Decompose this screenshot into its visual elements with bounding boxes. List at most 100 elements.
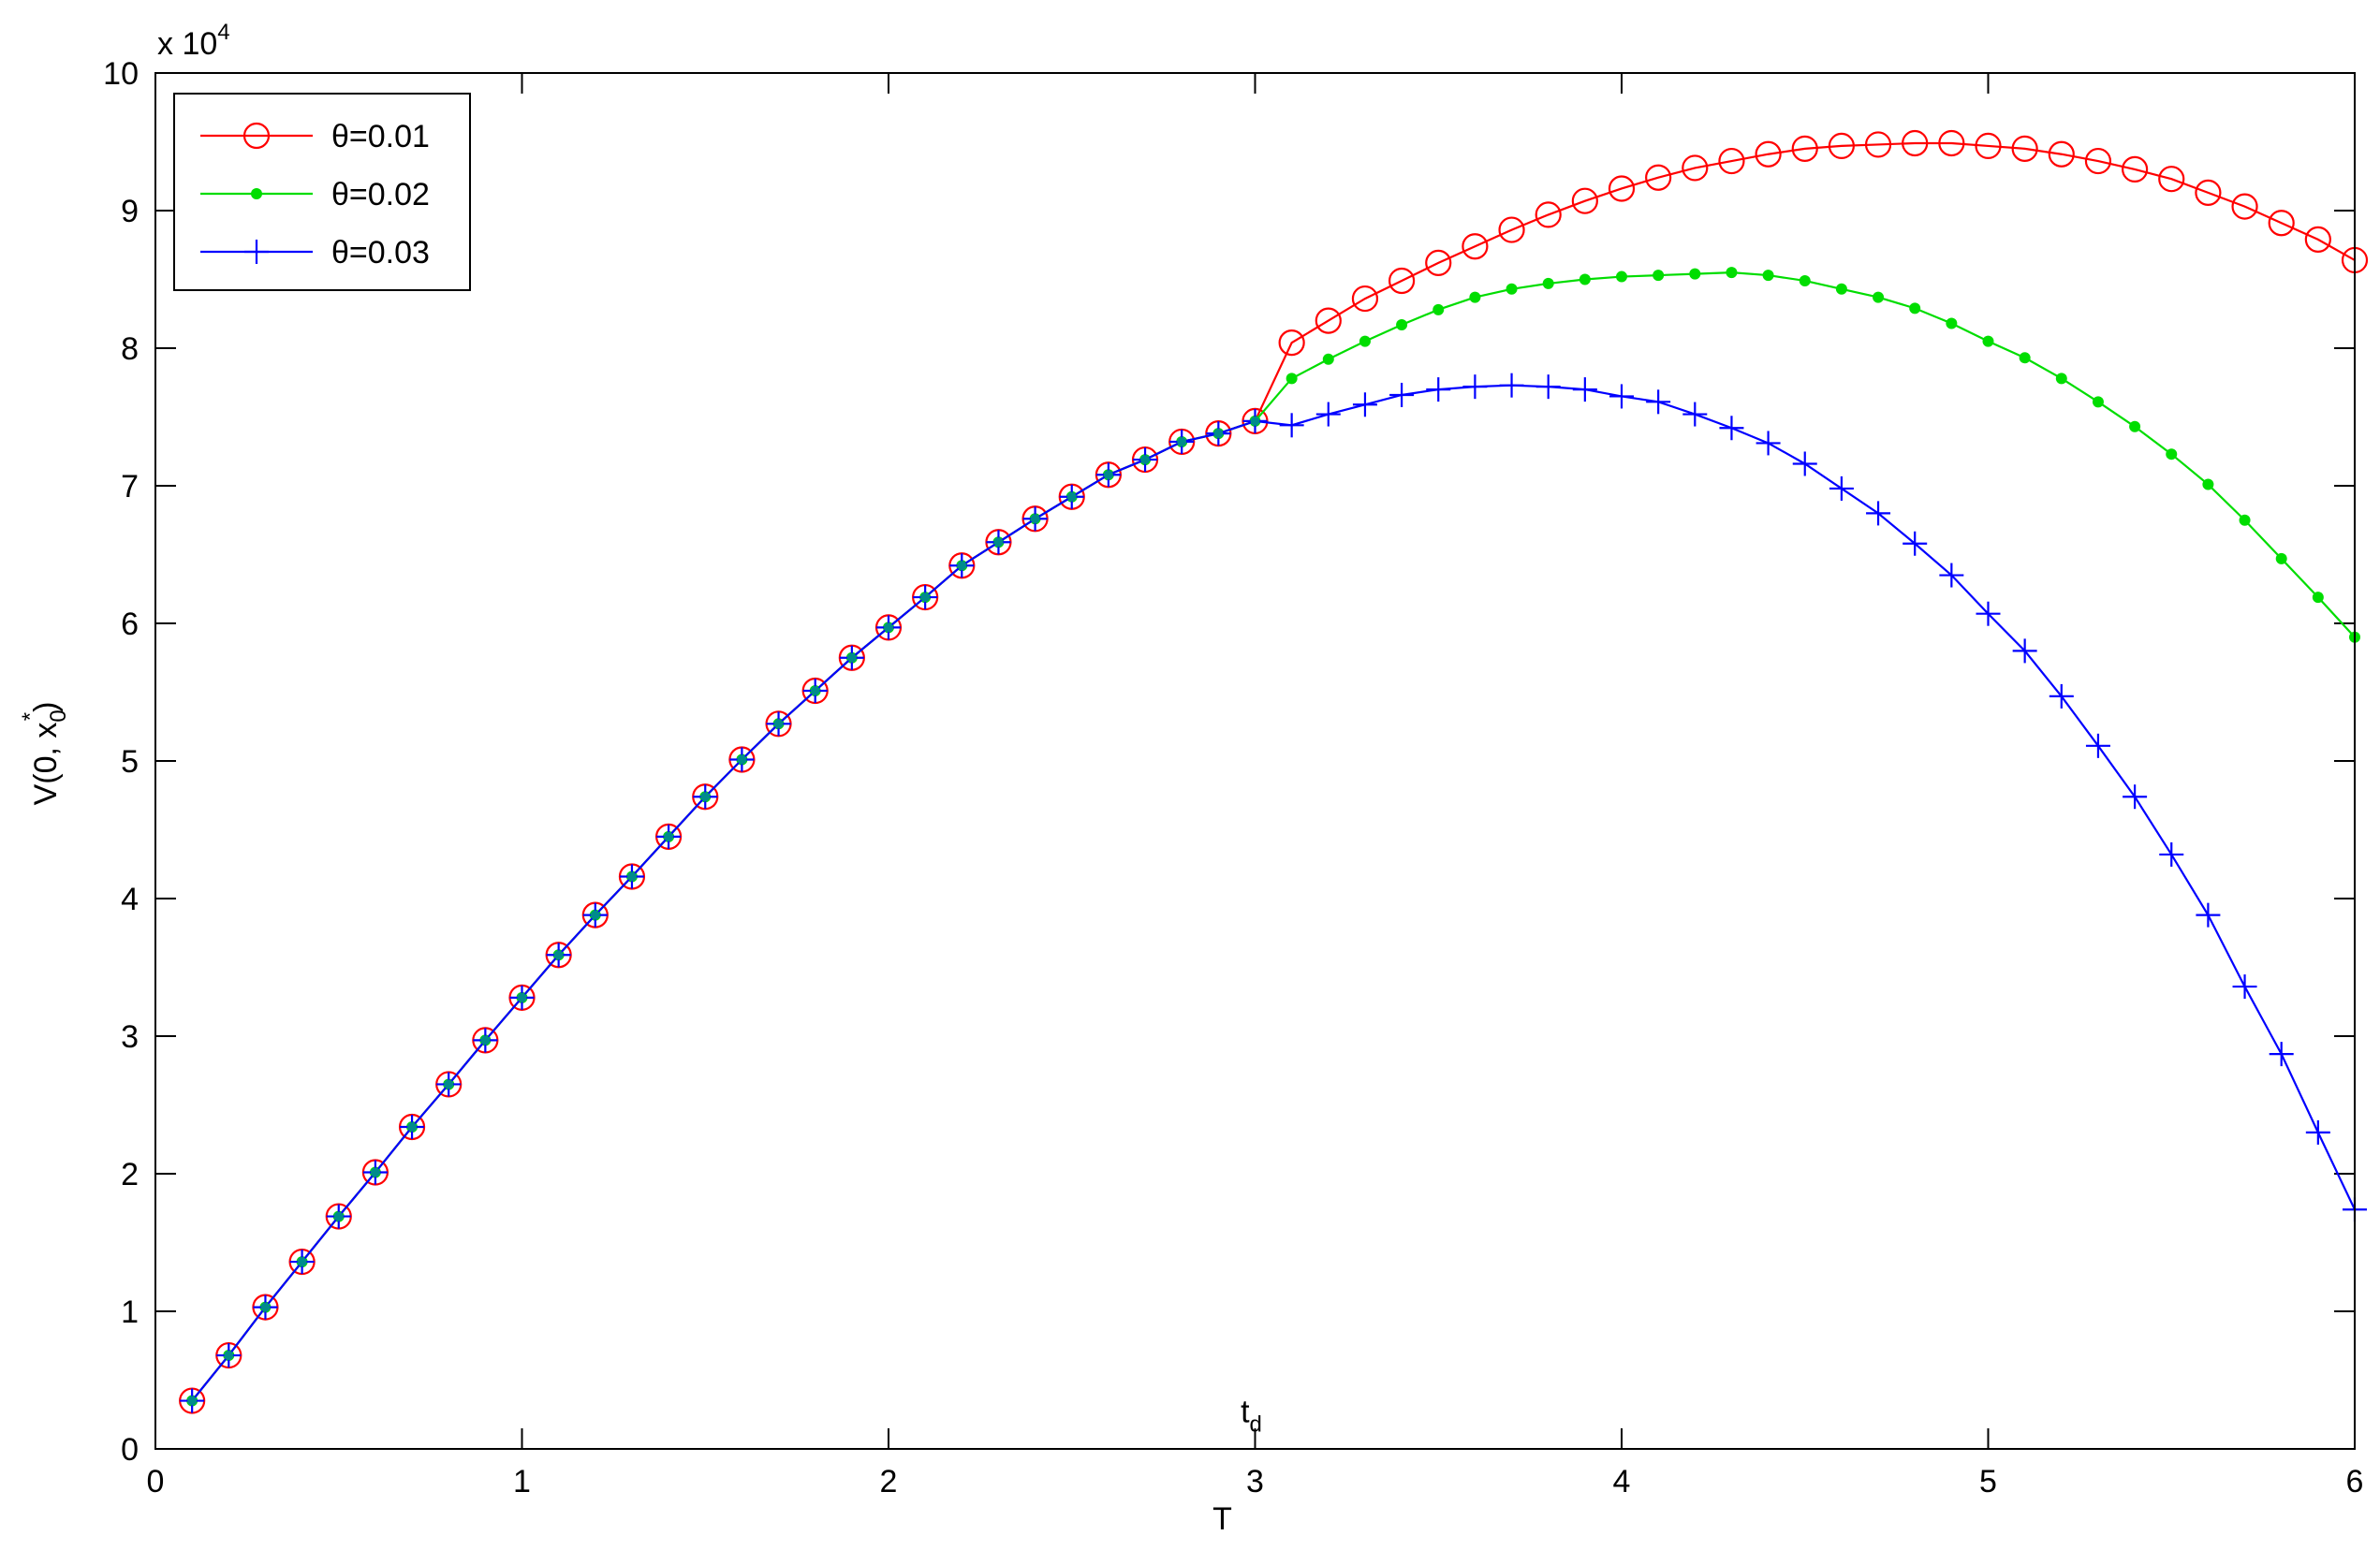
data-point [1396,319,1408,331]
data-point [1791,135,1818,162]
data-point [1792,451,1817,476]
overlap-dot [810,686,820,696]
data-point [1689,268,1701,280]
data-point [2269,1042,2294,1067]
data-point [2049,683,2074,709]
data-point [1535,201,1562,228]
y-axis-label-subscript: 0 [46,709,71,722]
series-layer [179,129,2369,1414]
data-point [1866,501,1891,526]
data-point [1389,382,1415,407]
data-point [2268,210,2295,237]
y-axis-multiplier-exponent: 4 [217,20,229,45]
overlap-dot [297,1257,307,1267]
data-point [1352,392,1377,417]
legend: θ=0.01 θ=0.02 θ=0.03 [173,93,471,291]
overlap-dot [260,1302,271,1312]
data-point [2129,420,2141,432]
data-point [1975,132,2002,160]
data-point [2312,592,2324,604]
x-tick-label: 6 [2346,1464,2364,1499]
x-tick-label: 4 [1613,1464,1631,1499]
overlap-dot [884,622,893,633]
overlap-dot [993,537,1004,548]
y-tick-label: 4 [121,882,139,917]
data-point [1426,377,1451,402]
data-point [1462,233,1489,260]
legend-swatch-marker [244,240,269,264]
y-tick-label: 2 [121,1157,139,1192]
data-point [1829,475,1854,501]
data-point [2231,193,2258,220]
data-point [1315,307,1342,334]
legend-label: θ=0.03 [331,235,430,271]
data-point [1278,329,1305,357]
data-point [1682,402,1708,427]
data-point [1645,164,1672,191]
data-point [1939,563,1964,588]
legend-item-3: θ=0.03 [200,235,430,271]
legend-item-1: θ=0.01 [200,119,430,154]
x-axis-label: T [1212,1501,1232,1537]
data-point [1279,413,1304,438]
td-annotation-subscript: d [1250,1411,1262,1437]
data-point [1719,416,1744,441]
overlap-dot [407,1122,418,1133]
data-point [2239,514,2251,526]
data-point [1462,374,1488,400]
overlap-dot [333,1211,344,1221]
x-tick-label: 5 [1979,1464,1997,1499]
data-point [1902,129,1929,157]
overlap-dot [370,1167,380,1177]
overlap-dot [590,910,600,920]
legend-label: θ=0.02 [331,177,430,212]
td-annotation-main: t [1241,1394,1250,1429]
overlap-dot [517,992,527,1002]
data-point [2048,140,2075,168]
data-point [1646,389,1671,415]
y-tick-label: 3 [121,1019,139,1055]
data-point [1756,431,1781,456]
overlap-dot [187,1396,198,1406]
data-point [1322,353,1334,365]
y-axis-multiplier-base: x 10 [157,26,217,62]
overlap-dot [1103,470,1113,480]
overlap-dot [1140,455,1151,465]
data-point [1572,377,1597,402]
overlap-dot [224,1351,234,1361]
y-axis-label-superscript: * [18,712,43,721]
data-point [1359,335,1371,347]
y-tick-label: 1 [121,1294,139,1330]
data-point [1726,267,1738,279]
data-point [2166,448,2178,461]
data-point [1432,303,1445,315]
data-point [2305,1119,2330,1145]
data-point [1682,154,1709,182]
data-point [1976,601,2001,626]
data-point [2232,974,2257,1000]
legend-item-2: θ=0.02 [200,177,430,212]
data-point [2196,902,2221,928]
data-point [1762,270,1774,282]
data-point [2123,784,2148,810]
overlap-dot [846,652,857,663]
plot-frame [154,72,2356,1450]
data-point [1828,132,1856,160]
data-point [2202,478,2214,490]
overlap-dot [444,1079,454,1089]
data-point [1571,187,1598,214]
y-axis-label: V(0, x0*) [18,702,71,806]
data-point [2084,147,2112,175]
series-line [191,384,2356,1402]
y-axis-label-close: ) [28,702,64,712]
y-tick-label: 9 [121,194,139,229]
data-point [2275,552,2287,564]
data-point [1579,273,1591,285]
data-point [1388,267,1416,295]
data-point [2158,166,2185,193]
overlap-dot [1177,436,1187,446]
overlap-dot [700,792,711,802]
data-point [2055,373,2067,385]
overlap-dot [1066,491,1077,502]
